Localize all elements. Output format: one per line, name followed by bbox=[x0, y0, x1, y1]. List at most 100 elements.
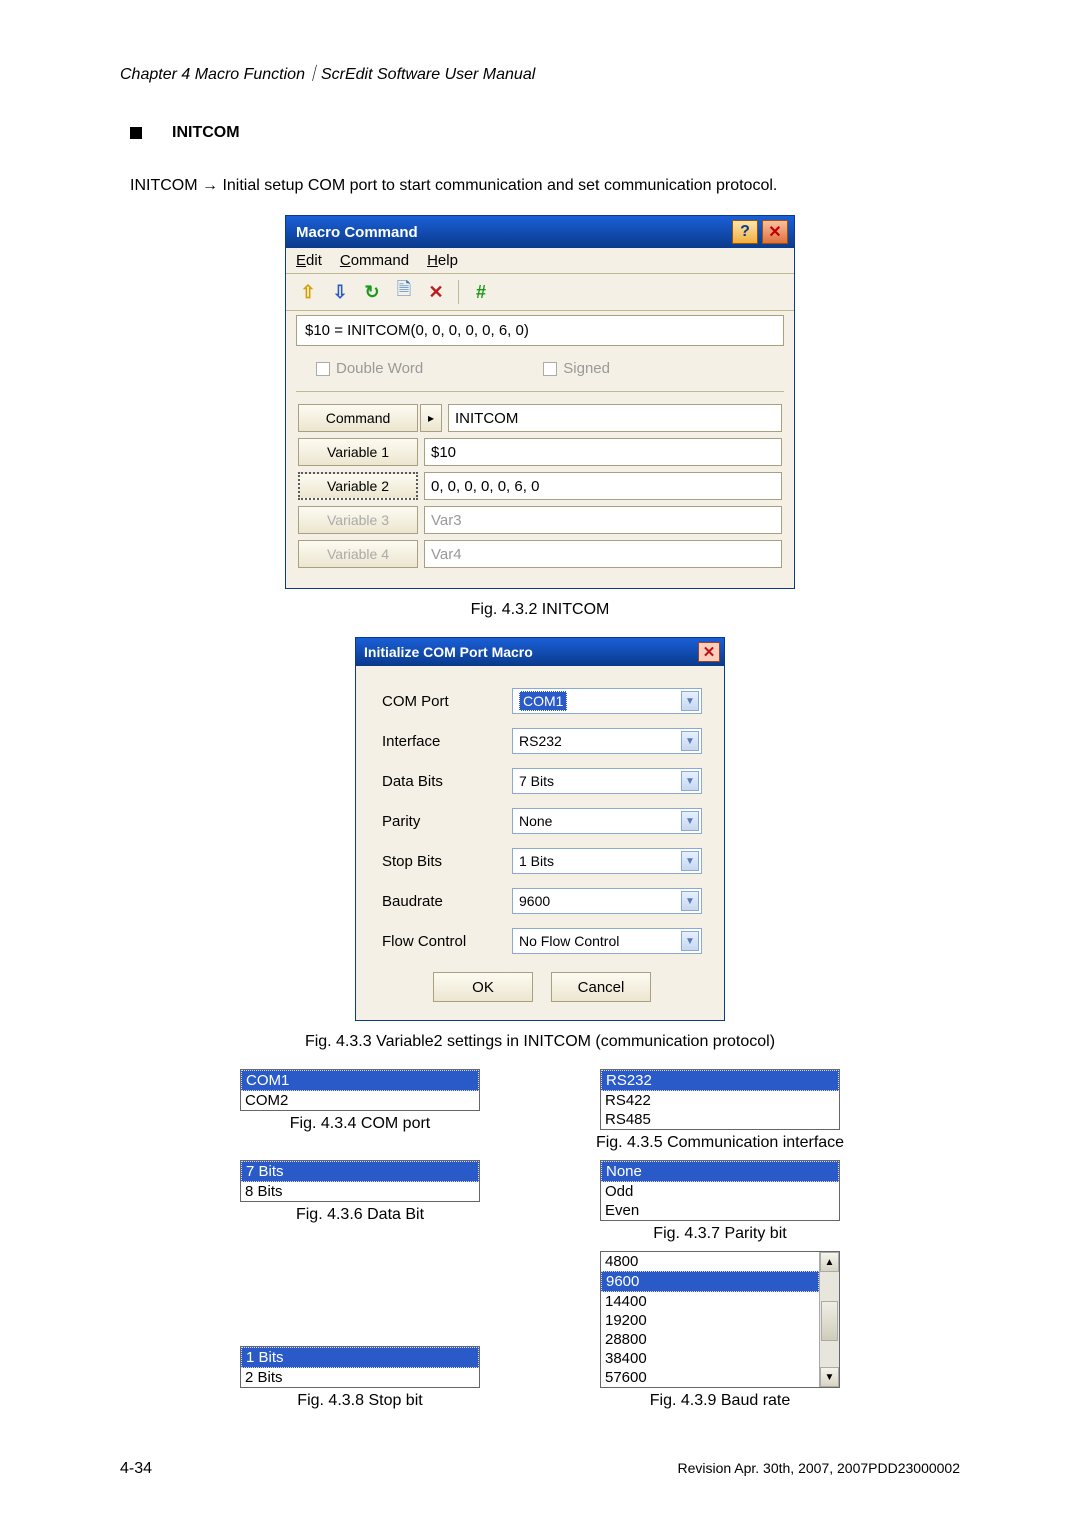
figure-caption: Fig. 4.3.6 Data Bit bbox=[296, 1206, 424, 1224]
chevron-down-icon[interactable]: ▼ bbox=[681, 851, 699, 871]
down-arrow-icon[interactable]: ⇩ bbox=[328, 280, 352, 304]
refresh-icon[interactable]: ↻ bbox=[360, 280, 384, 304]
form-label: Data Bits bbox=[382, 773, 512, 790]
list-item[interactable]: Odd bbox=[601, 1182, 839, 1201]
variable-button: Variable 4 bbox=[298, 540, 418, 568]
menu-command[interactable]: Command bbox=[340, 252, 409, 269]
separator-icon bbox=[458, 280, 459, 304]
variable-input[interactable]: $10 bbox=[424, 438, 782, 466]
com-port-listbox[interactable]: COM1COM2 bbox=[240, 1069, 480, 1111]
figure-caption: Fig. 4.3.9 Baud rate bbox=[650, 1392, 791, 1410]
list-item[interactable]: 28800 bbox=[601, 1330, 819, 1349]
section-heading: INITCOM bbox=[130, 124, 960, 142]
variable-input: Var3 bbox=[424, 506, 782, 534]
scroll-thumb[interactable] bbox=[821, 1301, 838, 1341]
parity-listbox[interactable]: NoneOddEven bbox=[600, 1160, 840, 1221]
dialog-titlebar: Initialize COM Port Macro ✕ bbox=[356, 638, 724, 666]
stopbit-listbox[interactable]: 1 Bits2 Bits bbox=[240, 1346, 480, 1388]
variable-button: Variable 3 bbox=[298, 506, 418, 534]
formula-input[interactable]: $10 = INITCOM(0, 0, 0, 0, 0, 6, 0) bbox=[296, 315, 784, 346]
form-select[interactable]: 1 Bits▼ bbox=[512, 848, 702, 874]
ok-button[interactable]: OK bbox=[433, 972, 533, 1002]
form-select[interactable]: COM1▼ bbox=[512, 688, 702, 714]
macro-command-dialog: Macro Command ? ✕ Edit Command Help ⇧ ⇩ … bbox=[285, 215, 795, 589]
list-item[interactable]: COM1 bbox=[241, 1070, 479, 1091]
page-header: Chapter 4 Macro Function｜ScrEdit Softwar… bbox=[120, 60, 960, 84]
form-label: Parity bbox=[382, 813, 512, 830]
list-item[interactable]: 4800 bbox=[601, 1252, 819, 1271]
menu-help[interactable]: Help bbox=[427, 252, 458, 269]
scroll-up-icon[interactable]: ▲ bbox=[820, 1252, 839, 1272]
figure-caption: Fig. 4.3.8 Stop bit bbox=[297, 1392, 422, 1410]
databit-listbox[interactable]: 7 Bits8 Bits bbox=[240, 1160, 480, 1202]
form-select[interactable]: None▼ bbox=[512, 808, 702, 834]
command-value[interactable]: INITCOM bbox=[448, 404, 782, 432]
variable-button[interactable]: Variable 2 bbox=[298, 472, 418, 500]
list-item[interactable]: COM2 bbox=[241, 1091, 479, 1110]
variable-input: Var4 bbox=[424, 540, 782, 568]
double-word-checkbox[interactable]: Double Word bbox=[316, 360, 423, 377]
toolbar: ⇧ ⇩ ↻ 🗎 ✕ # bbox=[286, 274, 794, 311]
figure-caption: Fig. 4.3.5 Communication interface bbox=[596, 1134, 844, 1152]
scrollbar[interactable]: ▲ ▼ bbox=[819, 1252, 839, 1387]
menu-edit[interactable]: Edit bbox=[296, 252, 322, 269]
command-button[interactable]: Command bbox=[298, 404, 418, 432]
signed-label: Signed bbox=[563, 360, 610, 377]
up-arrow-icon[interactable]: ⇧ bbox=[296, 280, 320, 304]
form-select[interactable]: RS232▼ bbox=[512, 728, 702, 754]
section-desc: INITCOM → Initial setup COM port to star… bbox=[130, 177, 960, 195]
form-label: Stop Bits bbox=[382, 853, 512, 870]
form-select[interactable]: No Flow Control▼ bbox=[512, 928, 702, 954]
list-item[interactable]: RS422 bbox=[601, 1091, 839, 1110]
figure-caption: Fig. 4.3.3 Variable2 settings in INITCOM… bbox=[120, 1033, 960, 1051]
chevron-down-icon[interactable]: ▼ bbox=[681, 771, 699, 791]
form-label: Interface bbox=[382, 733, 512, 750]
expand-icon[interactable]: ▸ bbox=[420, 404, 442, 432]
list-item[interactable]: 9600 bbox=[601, 1271, 819, 1292]
list-item[interactable]: 1 Bits bbox=[241, 1347, 479, 1368]
list-item[interactable]: RS485 bbox=[601, 1110, 839, 1129]
list-item[interactable]: 8 Bits bbox=[241, 1182, 479, 1201]
document-icon[interactable]: 🗎 bbox=[392, 280, 416, 304]
list-item[interactable]: 2 Bits bbox=[241, 1368, 479, 1387]
divider bbox=[296, 391, 784, 392]
variable-button[interactable]: Variable 1 bbox=[298, 438, 418, 466]
double-word-label: Double Word bbox=[336, 360, 423, 377]
interface-listbox[interactable]: RS232RS422RS485 bbox=[600, 1069, 840, 1130]
close-icon[interactable]: ✕ bbox=[698, 642, 720, 662]
list-item[interactable]: 7 Bits bbox=[241, 1161, 479, 1182]
form-select[interactable]: 7 Bits▼ bbox=[512, 768, 702, 794]
form-select[interactable]: 9600▼ bbox=[512, 888, 702, 914]
chevron-down-icon[interactable]: ▼ bbox=[681, 691, 699, 711]
page-footer: 4-34 Revision Apr. 30th, 2007, 2007PDD23… bbox=[120, 1460, 960, 1478]
chevron-down-icon[interactable]: ▼ bbox=[681, 891, 699, 911]
page-number: 4-34 bbox=[120, 1460, 152, 1478]
figure-caption: Fig. 4.3.2 INITCOM bbox=[120, 601, 960, 619]
form-label: Flow Control bbox=[382, 933, 512, 950]
variable-input[interactable]: 0, 0, 0, 0, 0, 6, 0 bbox=[424, 472, 782, 500]
revision-text: Revision Apr. 30th, 2007, 2007PDD2300000… bbox=[677, 1460, 960, 1478]
close-icon[interactable]: ✕ bbox=[762, 220, 788, 244]
list-item[interactable]: 38400 bbox=[601, 1349, 819, 1368]
list-item[interactable]: Even bbox=[601, 1201, 839, 1220]
checkbox-icon bbox=[543, 362, 557, 376]
baudrate-listbox[interactable]: 480096001440019200288003840057600 ▲ ▼ bbox=[600, 1251, 840, 1388]
cancel-button[interactable]: Cancel bbox=[551, 972, 651, 1002]
list-item[interactable]: 19200 bbox=[601, 1311, 819, 1330]
list-item[interactable]: 57600 bbox=[601, 1368, 819, 1387]
list-item[interactable]: 14400 bbox=[601, 1292, 819, 1311]
help-icon[interactable]: ? bbox=[732, 220, 758, 244]
hash-icon[interactable]: # bbox=[469, 280, 493, 304]
chevron-down-icon[interactable]: ▼ bbox=[681, 931, 699, 951]
signed-checkbox[interactable]: Signed bbox=[543, 360, 610, 377]
list-item[interactable]: RS232 bbox=[601, 1070, 839, 1091]
dialog-title: Macro Command bbox=[296, 224, 418, 241]
list-item[interactable]: None bbox=[601, 1161, 839, 1182]
bullet-icon bbox=[130, 127, 142, 139]
chevron-down-icon[interactable]: ▼ bbox=[681, 811, 699, 831]
figure-caption: Fig. 4.3.7 Parity bit bbox=[653, 1225, 786, 1243]
scroll-down-icon[interactable]: ▼ bbox=[820, 1367, 839, 1387]
menu-bar: Edit Command Help bbox=[286, 248, 794, 274]
delete-icon[interactable]: ✕ bbox=[424, 280, 448, 304]
chevron-down-icon[interactable]: ▼ bbox=[681, 731, 699, 751]
